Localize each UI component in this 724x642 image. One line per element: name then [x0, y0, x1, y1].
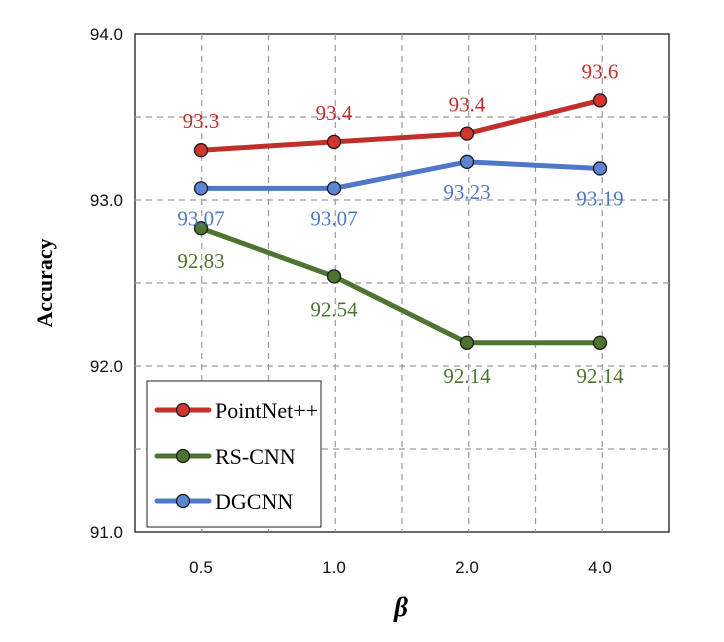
- series-lines: [193, 93, 608, 350]
- data-label: 93.23: [443, 180, 490, 204]
- y-tick-label: 94.0: [90, 25, 123, 44]
- x-tick-label: 4.0: [588, 558, 612, 577]
- data-point: [592, 335, 608, 350]
- x-tick-label: 2.0: [455, 558, 479, 577]
- data-label: 93.07: [177, 206, 224, 230]
- data-point: [326, 269, 342, 284]
- legend: PointNet++ RS-CNN DGCNN: [146, 380, 322, 528]
- legend-label: DGCNN: [215, 489, 293, 514]
- data-label: 92.14: [443, 364, 491, 388]
- data-point: [592, 93, 608, 108]
- data-point: [459, 126, 475, 141]
- y-tick-label: 93.0: [90, 191, 123, 210]
- data-point: [193, 143, 209, 158]
- data-point: [193, 221, 209, 236]
- data-point: [326, 134, 342, 150]
- x-axis-title: β: [393, 592, 408, 622]
- data-label: 92.14: [576, 364, 624, 388]
- legend-marker: [175, 493, 191, 509]
- x-tick-label: 1.0: [322, 558, 346, 577]
- data-point: [459, 154, 475, 169]
- y-tick-label: 91.0: [90, 523, 123, 542]
- data-point: [326, 181, 342, 196]
- x-tick-label: 0.5: [189, 558, 213, 577]
- data-label: 92.54: [310, 297, 358, 321]
- y-axis-title: Accuracy: [32, 238, 57, 327]
- series-line: [198, 225, 603, 346]
- x-tick-labels: 0.5 1.0 2.0 4.0: [189, 558, 612, 577]
- data-label: 93.6: [582, 59, 619, 83]
- data-label: 93.3: [183, 109, 220, 133]
- data-point: [459, 335, 475, 350]
- series-line: [198, 159, 603, 191]
- legend-marker: [175, 402, 191, 418]
- y-tick-labels: 91.0 92.0 93.0 94.0: [90, 25, 123, 542]
- data-label: 93.19: [576, 186, 623, 210]
- data-point: [592, 161, 608, 176]
- legend-marker: [175, 448, 191, 464]
- data-label: 93.4: [316, 101, 353, 125]
- y-tick-label: 92.0: [90, 357, 123, 376]
- data-label: 93.4: [449, 93, 486, 117]
- data-label: 92.83: [177, 249, 224, 273]
- data-labels: 93.3 93.4 93.4 93.6 92.83 92.54 92.14 92.14 93.0…: [177, 59, 624, 387]
- data-label: 93.07: [310, 206, 357, 230]
- data-point: [193, 181, 209, 196]
- legend-label: PointNet++: [215, 398, 318, 423]
- legend-label: RS-CNN: [215, 444, 296, 469]
- series-line: [198, 97, 603, 153]
